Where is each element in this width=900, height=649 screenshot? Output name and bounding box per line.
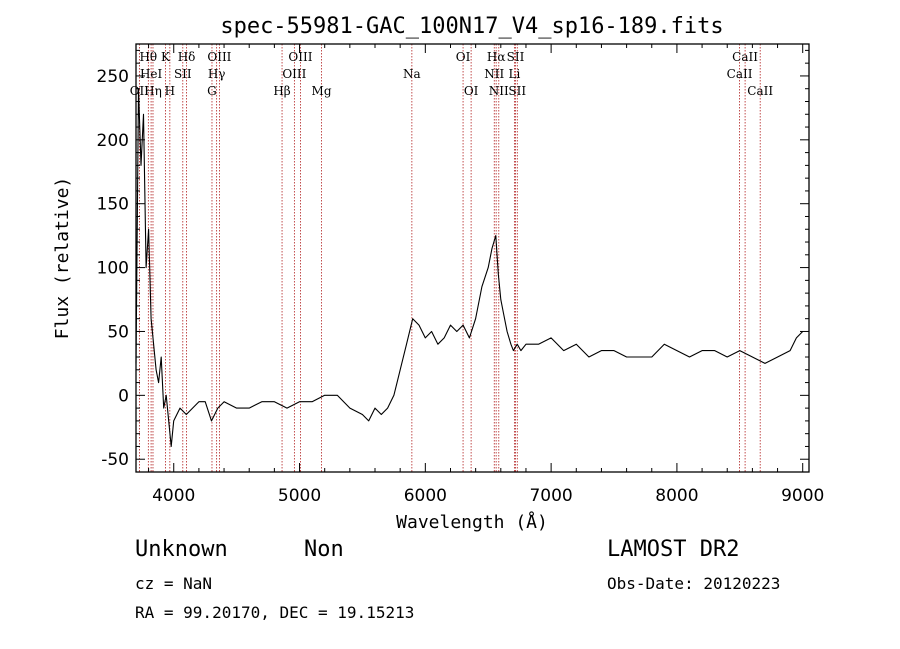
line-label-23: SII — [508, 84, 526, 98]
x-tick-label-5: 9000 — [781, 486, 824, 506]
line-label-7: Hδ — [178, 50, 196, 64]
y-tick-label-3: 100 — [97, 259, 129, 279]
y-axis-label: Flux (relative) — [52, 177, 73, 340]
y-tick-label-2: 50 — [107, 322, 129, 342]
spectrum-line — [135, 88, 804, 447]
line-label-19: SII — [507, 50, 525, 64]
redshift-value: cz = NaN — [135, 574, 213, 593]
observation-date: Obs-Date: 20120223 — [607, 574, 781, 593]
x-tick-label-4: 8000 — [655, 486, 698, 506]
plot-frame — [135, 43, 810, 473]
y-axis: -50 0 50 100 150 200 250 — [97, 49, 809, 470]
y-tick-label-5: 200 — [97, 131, 129, 151]
line-label-5: SII — [174, 67, 192, 81]
line-label-3: Hη — [144, 84, 162, 98]
line-label-10: G — [207, 84, 217, 98]
spectrum-group — [135, 88, 804, 447]
line-label-24: CaII — [732, 50, 758, 64]
line-label-13: Hβ — [273, 84, 290, 98]
line-label-14: Mg — [312, 84, 332, 98]
x-tick-label-3: 7000 — [529, 486, 572, 506]
x-tick-label-1: 5000 — [278, 486, 321, 506]
x-tick-label-0: 4000 — [152, 486, 195, 506]
spectral-line-markers — [138, 44, 761, 472]
line-label-25: CaII — [727, 67, 753, 81]
coordinates: RA = 99.20170, DEC = 19.15213 — [135, 603, 415, 622]
line-label-26: CaII — [747, 84, 773, 98]
survey-name: LAMOST DR2 — [607, 537, 740, 562]
line-label-1: Hθ — [139, 50, 157, 64]
object-subclass: Non — [304, 537, 344, 562]
x-axis-label: Wavelength (Å) — [396, 511, 548, 533]
line-label-0: OII — [130, 84, 150, 98]
line-label-21: Li — [508, 67, 520, 81]
line-label-17: OI — [464, 84, 479, 98]
line-label-8: OIII — [207, 50, 231, 64]
line-label-6: H — [165, 84, 175, 98]
object-class: Unknown — [135, 537, 228, 562]
line-label-18: Hα — [487, 50, 506, 64]
y-tick-label-1: 0 — [118, 386, 129, 406]
line-label-12: OIII — [282, 67, 306, 81]
x-tick-label-2: 6000 — [404, 486, 447, 506]
line-label-15: Na — [403, 67, 421, 81]
y-tick-label-6: 250 — [97, 67, 129, 87]
line-label-20: NII — [484, 67, 504, 81]
line-label-22: NII — [489, 84, 509, 98]
line-label-2: HeI — [140, 67, 163, 81]
chart-title: spec-55981-GAC_100N17_V4_sp16-189.fits — [220, 14, 723, 39]
line-label-11: OIII — [288, 50, 312, 64]
x-axis: 4000 5000 6000 7000 8000 9000 — [148, 44, 824, 506]
line-label-4: K — [161, 50, 171, 64]
line-label-9: Hγ — [208, 67, 226, 81]
y-tick-label-0: -50 — [101, 450, 129, 470]
line-label-16: OI — [456, 50, 471, 64]
y-tick-label-4: 150 — [97, 195, 129, 215]
